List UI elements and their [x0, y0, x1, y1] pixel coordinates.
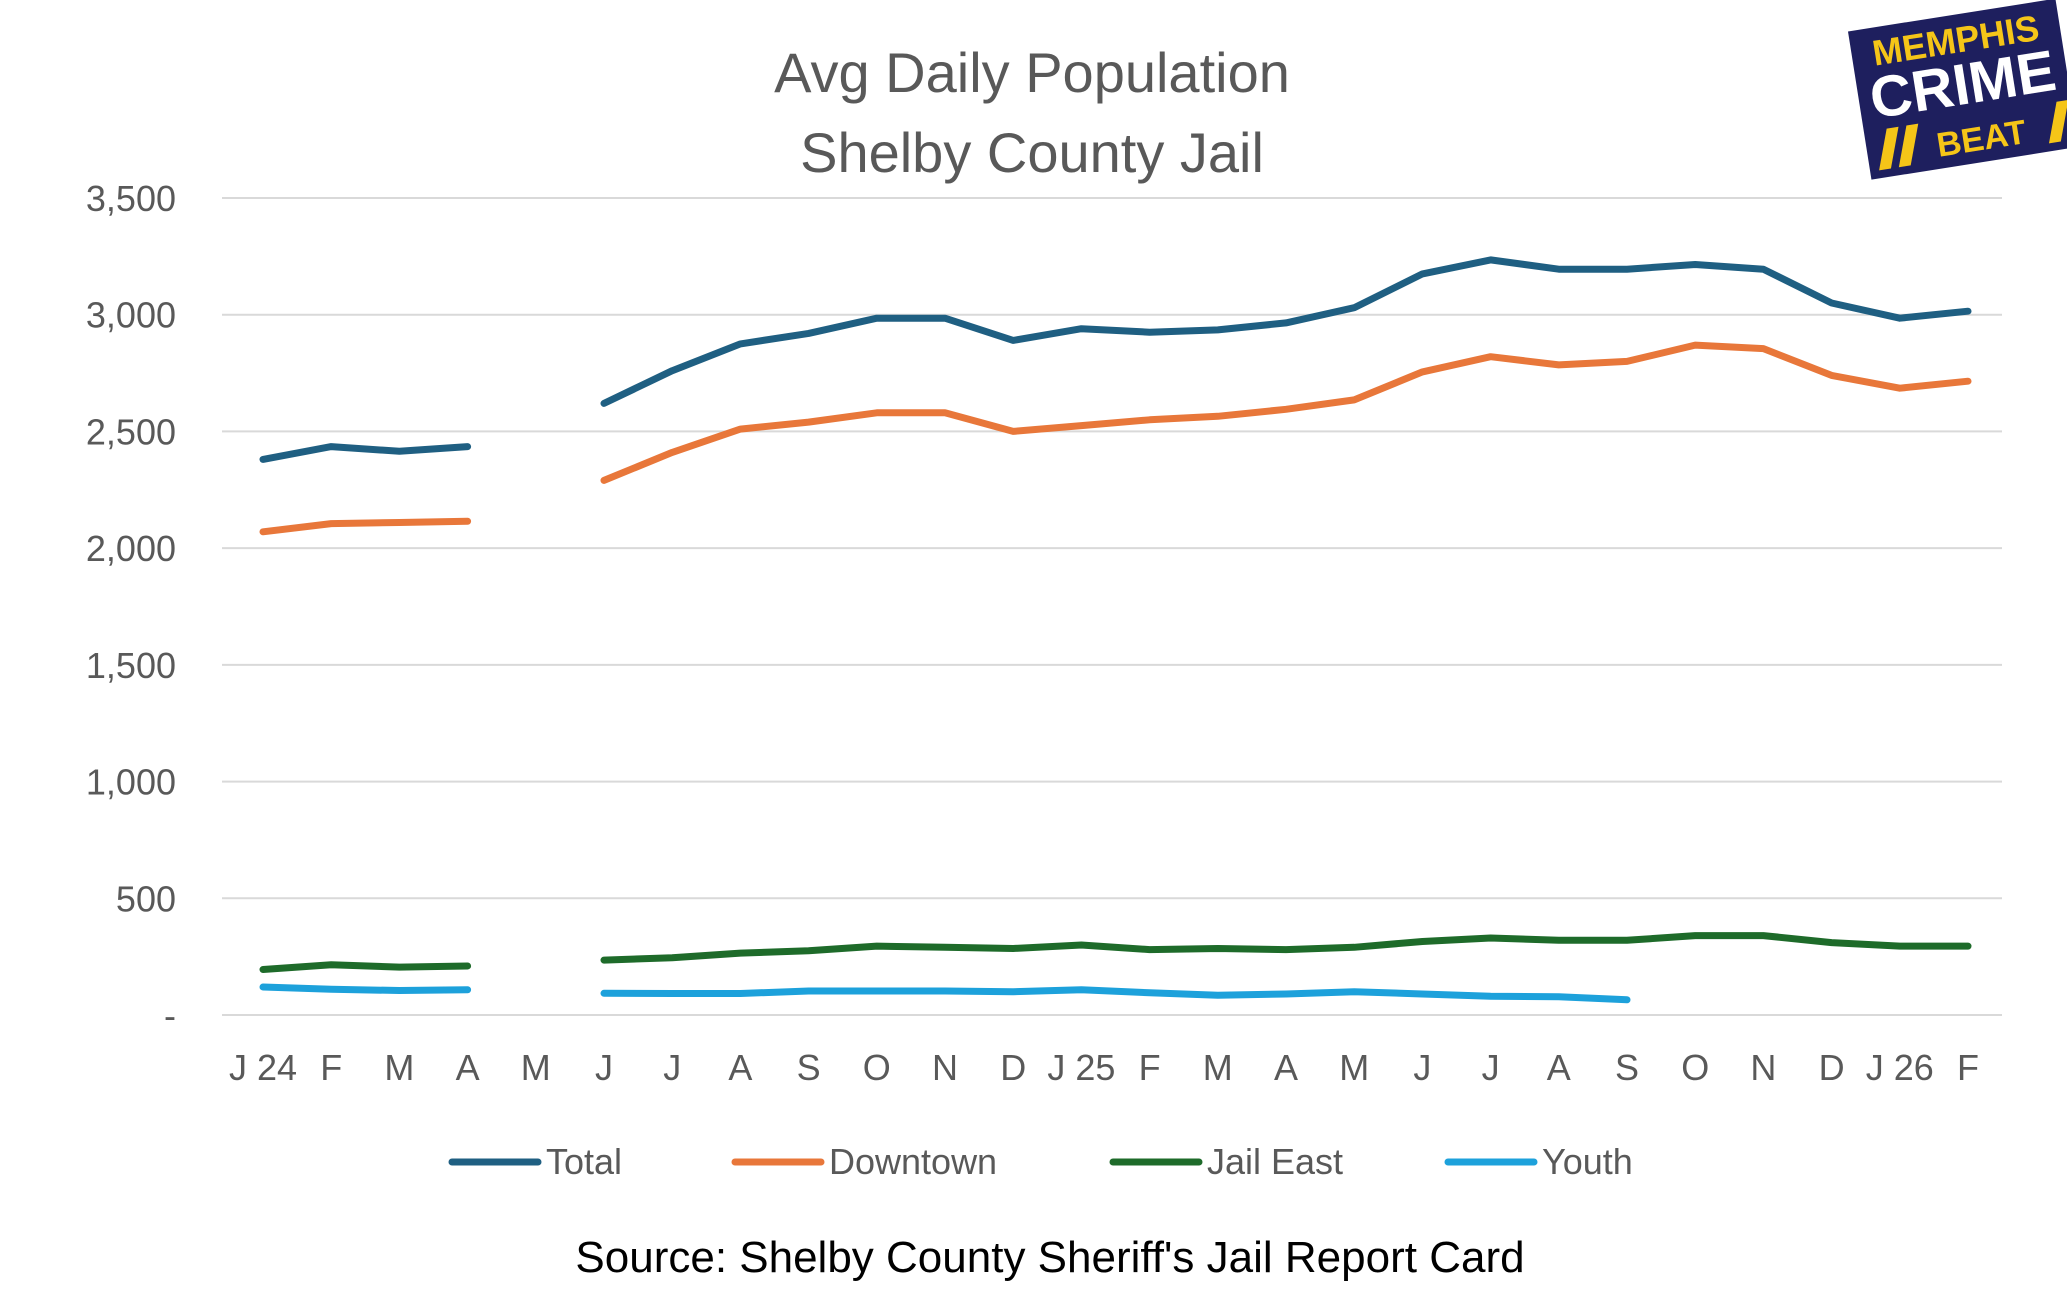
legend-label-downtown: Downtown	[829, 1141, 997, 1182]
x-tick-label: F	[1957, 1047, 1979, 1088]
x-tick-label: M	[1203, 1047, 1233, 1088]
x-tick-label: N	[932, 1047, 958, 1088]
chart-title: Avg Daily Population	[774, 41, 1290, 104]
x-tick-label: M	[384, 1047, 414, 1088]
x-tick-label: M	[521, 1047, 551, 1088]
source-note: Source: Shelby County Sheriff's Jail Rep…	[575, 1233, 1524, 1282]
series-line-downtown-segment-2	[600, 341, 1972, 484]
series-line-jail-east-segment-2	[600, 932, 1972, 964]
legend-label-youth: Youth	[1542, 1141, 1633, 1182]
x-tick-label: J	[1482, 1047, 1500, 1088]
gridlines	[222, 197, 2002, 1016]
y-tick-label: 1,500	[86, 645, 176, 686]
y-tick-label: 3,500	[86, 178, 176, 219]
series-line-jail-east-segment-1	[259, 961, 472, 973]
x-tick-label: J	[1413, 1047, 1431, 1088]
x-tick-label: M	[1339, 1047, 1369, 1088]
logo-stripes-icon	[1879, 99, 2067, 171]
y-tick-label: 2,000	[86, 528, 176, 569]
series-line-downtown-segment-1	[259, 517, 472, 536]
series-lines	[259, 256, 1972, 1004]
x-tick-label: F	[320, 1047, 342, 1088]
x-axis-ticks: J 24 F M A M J J A S O N D J 25 F M A M J J A S O N D J 26 F	[229, 1047, 1979, 1088]
x-tick-label: J	[663, 1047, 681, 1088]
series-line-youth-segment-1	[259, 983, 472, 994]
x-tick-label: O	[1681, 1047, 1709, 1088]
x-tick-label: D	[1819, 1047, 1845, 1088]
x-tick-label: A	[1547, 1047, 1571, 1088]
y-tick-label: 500	[116, 878, 176, 919]
x-tick-label: J	[595, 1047, 613, 1088]
chart-subtitle: Shelby County Jail	[800, 121, 1264, 184]
legend: Total Downtown Jail East Youth	[448, 1141, 1633, 1182]
x-tick-label: A	[456, 1047, 480, 1088]
series-line-total-segment-1	[259, 443, 472, 463]
x-tick-label: A	[1274, 1047, 1298, 1088]
x-tick-label: A	[728, 1047, 752, 1088]
series-line-youth-segment-2	[600, 986, 1631, 1004]
x-tick-label: N	[1750, 1047, 1776, 1088]
x-tick-label: J 25	[1047, 1047, 1115, 1088]
y-axis-ticks: - 500 1,000 1,500 2,000 2,500 3,000 3,500	[86, 178, 176, 1036]
y-tick-label: 3,000	[86, 295, 176, 336]
x-tick-label: D	[1000, 1047, 1026, 1088]
x-tick-label: S	[1615, 1047, 1639, 1088]
x-tick-label: F	[1139, 1047, 1161, 1088]
y-tick-label: -	[164, 995, 176, 1036]
x-tick-label: J 26	[1866, 1047, 1934, 1088]
x-tick-label: O	[863, 1047, 891, 1088]
x-tick-label: J 24	[229, 1047, 297, 1088]
x-tick-label: S	[797, 1047, 821, 1088]
series-line-total-segment-2	[600, 256, 1972, 407]
legend-label-jail-east: Jail East	[1207, 1141, 1343, 1182]
memphis-crime-beat-logo: MEMPHIS CRIME BEAT	[1847, 0, 2067, 180]
legend-label-total: Total	[546, 1141, 622, 1182]
y-tick-label: 2,500	[86, 411, 176, 452]
y-tick-label: 1,000	[86, 762, 176, 803]
